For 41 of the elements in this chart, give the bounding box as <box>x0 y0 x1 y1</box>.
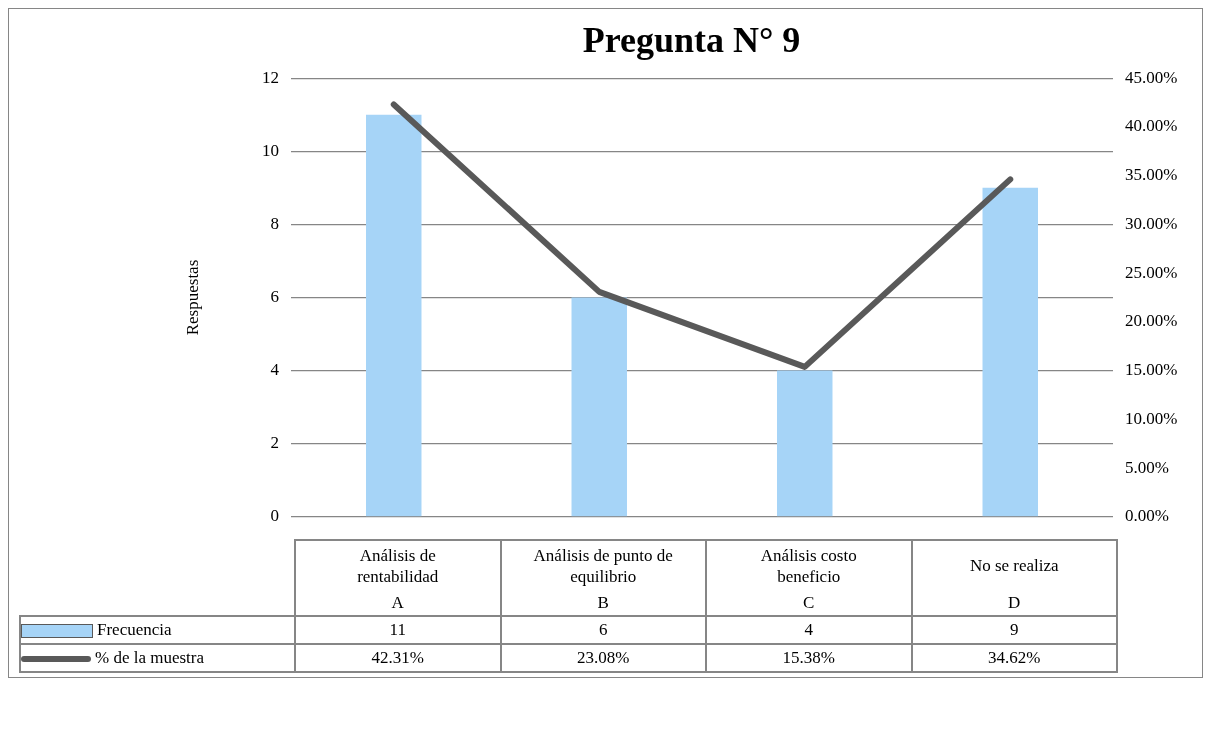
data-label: 15.38% <box>706 644 912 672</box>
chart-title: Pregunta N° 9 <box>582 19 801 60</box>
data-label: 11 <box>295 616 501 644</box>
bar <box>982 187 1038 517</box>
data-label: 4 <box>706 616 912 644</box>
bar <box>571 297 627 517</box>
y2-tick-label: 30.00% <box>1125 213 1178 233</box>
x-tick-label: Análisis costo beneficio <box>706 540 912 590</box>
y-tick-label: 0 <box>270 506 279 526</box>
text: B <box>500 590 706 616</box>
y2-tick-label: 25.00% <box>1125 262 1178 282</box>
y-axis-title: Respuestas <box>182 259 202 336</box>
data-label: 42.31% <box>295 644 501 672</box>
legend-label: % de la muestra <box>20 644 295 672</box>
y-tick-label: 2 <box>270 433 279 453</box>
data-label: 34.62% <box>911 644 1117 672</box>
text: D <box>911 590 1117 616</box>
data-label: 23.08% <box>500 644 706 672</box>
y2-tick-label: 0.00% <box>1125 506 1169 526</box>
y2-tick-label: 35.00% <box>1125 165 1178 185</box>
bar <box>777 370 833 517</box>
y-tick-label: 6 <box>270 286 279 306</box>
y-tick-label: 12 <box>262 67 279 87</box>
data-label: 9 <box>911 616 1117 644</box>
y2-tick-label: 15.00% <box>1125 360 1178 380</box>
data-label: 6 <box>500 616 706 644</box>
legend-label: Frecuencia <box>20 616 295 644</box>
y-tick-label: 8 <box>270 213 279 233</box>
text: C <box>706 590 912 616</box>
y2-tick-label: 40.00% <box>1125 116 1178 136</box>
y-tick-label: 10 <box>262 140 279 160</box>
y2-tick-label: 45.00% <box>1125 67 1178 87</box>
y2-tick-label: 10.00% <box>1125 408 1178 428</box>
y2-tick-label: 5.00% <box>1125 457 1169 477</box>
x-tick-label: Análisis de punto de equilibrio <box>500 540 706 590</box>
bar <box>366 114 422 517</box>
x-tick-label: Análisis de rentabilidad <box>295 540 501 590</box>
y-tick-label: 4 <box>270 360 280 380</box>
y2-tick-label: 20.00% <box>1125 311 1178 331</box>
text: A <box>295 590 501 616</box>
x-tick-label: No se realiza <box>911 540 1117 590</box>
